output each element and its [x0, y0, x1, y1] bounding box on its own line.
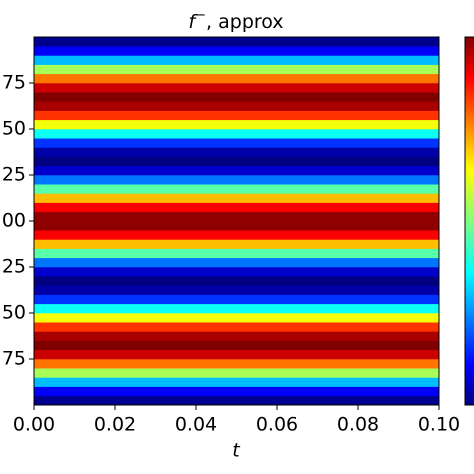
heatmap-cell: [34, 275, 439, 286]
y-tick-label: 0.75: [0, 72, 26, 94]
heatmap-cell: [34, 101, 439, 111]
x-axis-label: t: [232, 440, 241, 462]
heatmap-cell: [34, 82, 439, 93]
y-tick-label: −0.50: [0, 302, 26, 324]
heatmap-cell: [34, 110, 439, 121]
title-text: , approx: [206, 11, 284, 33]
y-tick-label: 0.50: [0, 118, 26, 140]
heatmap-cell: [34, 183, 439, 194]
heatmap-cell: [34, 266, 439, 277]
heatmap-cell: [34, 202, 439, 213]
heatmap-cell: [34, 248, 439, 259]
heatmap-cell: [34, 64, 439, 75]
heatmap-cell: [34, 294, 439, 305]
heatmap-cell: [34, 147, 439, 157]
heatmap-cell: [34, 257, 439, 268]
colorbar: [464, 36, 474, 406]
x-tick-label: 0.08: [337, 414, 379, 436]
heatmap-cell: [34, 91, 439, 102]
y-tick-label: −0.25: [0, 256, 26, 278]
heatmap-cell: [34, 285, 439, 295]
x-tick-label: 0.04: [175, 414, 217, 436]
heatmap-cell: [34, 321, 439, 332]
heatmap-cell: [34, 367, 439, 378]
heatmap-cell: [34, 349, 439, 360]
heatmap-cell: [34, 73, 439, 84]
heatmap-cell: [34, 128, 439, 139]
x-tick-label: 0.00: [13, 414, 55, 436]
y-tick-label: −0.75: [0, 348, 26, 370]
heatmap-cell: [34, 358, 439, 369]
heatmap-cell: [34, 174, 439, 185]
heatmap: [34, 36, 439, 406]
heatmap-cell: [34, 303, 439, 314]
heatmap-cell: [34, 331, 439, 341]
heatmap-cell: [34, 312, 439, 323]
x-tick-label: 0.06: [256, 414, 298, 436]
heatmap-cell: [34, 340, 439, 351]
x-tick-label: 0.10: [418, 414, 460, 436]
heatmap-cell: [34, 137, 439, 148]
heatmap-cell: [34, 395, 439, 406]
title-symbol: f: [188, 11, 198, 33]
heatmap-cell: [34, 377, 439, 387]
title-superscript: −: [195, 8, 206, 23]
x-tick-label: 0.02: [94, 414, 136, 436]
heatmap-cell: [34, 239, 439, 249]
heatmap-cell: [34, 156, 439, 167]
y-tick-label: 0.00: [0, 210, 26, 232]
heatmap-cell: [34, 45, 439, 56]
heatmap-cell: [34, 119, 439, 130]
heatmap-cell: [34, 211, 439, 222]
heatmap-cell: [34, 193, 439, 203]
heatmap-cell: [34, 36, 439, 47]
y-tick-label: 0.25: [0, 164, 26, 186]
heatmap-cell: [34, 220, 439, 231]
chart-title: f−, approx: [188, 8, 283, 33]
heatmap-cell: [34, 55, 439, 65]
heatmap-cell: [34, 229, 439, 240]
heatmap-cell: [34, 386, 439, 397]
heatmap-cell: [34, 165, 439, 176]
